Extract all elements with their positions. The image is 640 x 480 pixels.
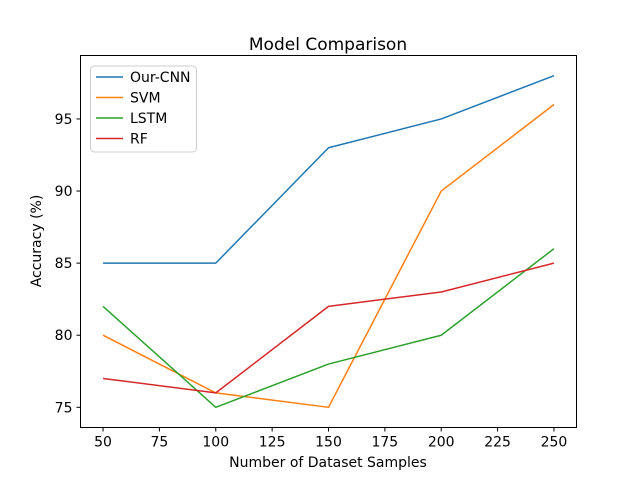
y-tick-label: 75 bbox=[55, 400, 73, 416]
y-tick-label: 80 bbox=[55, 328, 73, 344]
legend-label-lstm: LSTM bbox=[130, 111, 167, 127]
legend-label-rf: RF bbox=[130, 132, 148, 148]
series-layer bbox=[102, 74, 555, 409]
y-tick-label: 90 bbox=[55, 184, 73, 200]
x-tick-label: 150 bbox=[315, 435, 342, 451]
x-tick-label: 75 bbox=[150, 435, 168, 451]
series-line-our-cnn bbox=[103, 74, 555, 264]
x-tick-label: 225 bbox=[484, 435, 511, 451]
series-line-rf bbox=[102, 262, 555, 394]
x-tick-label: 125 bbox=[259, 435, 286, 451]
y-tick-label: 85 bbox=[55, 256, 73, 272]
legend-label-our-cnn: Our-CNN bbox=[130, 70, 191, 86]
y-tick-label: 95 bbox=[55, 112, 73, 128]
x-tick-label: 200 bbox=[428, 435, 455, 451]
x-tick-label: 50 bbox=[94, 435, 112, 451]
series-line-lstm bbox=[102, 248, 555, 409]
x-tick-label: 100 bbox=[202, 435, 229, 451]
x-axis-label: Number of Dataset Samples bbox=[229, 455, 427, 471]
x-tick-label: 175 bbox=[371, 435, 398, 451]
legend-box bbox=[90, 65, 197, 153]
axes-layer: 50 75 100 125 150 175 200 225 250 75 80 85 90 95 bbox=[55, 55, 577, 451]
legend-label-svm: SVM bbox=[130, 91, 161, 107]
y-axis-label: Accuracy (%) bbox=[29, 195, 45, 288]
chart-title: Model Comparison bbox=[249, 35, 407, 55]
legend: Our-CNN SVM LSTM RF bbox=[90, 65, 197, 153]
x-tick-label: 250 bbox=[541, 435, 568, 451]
